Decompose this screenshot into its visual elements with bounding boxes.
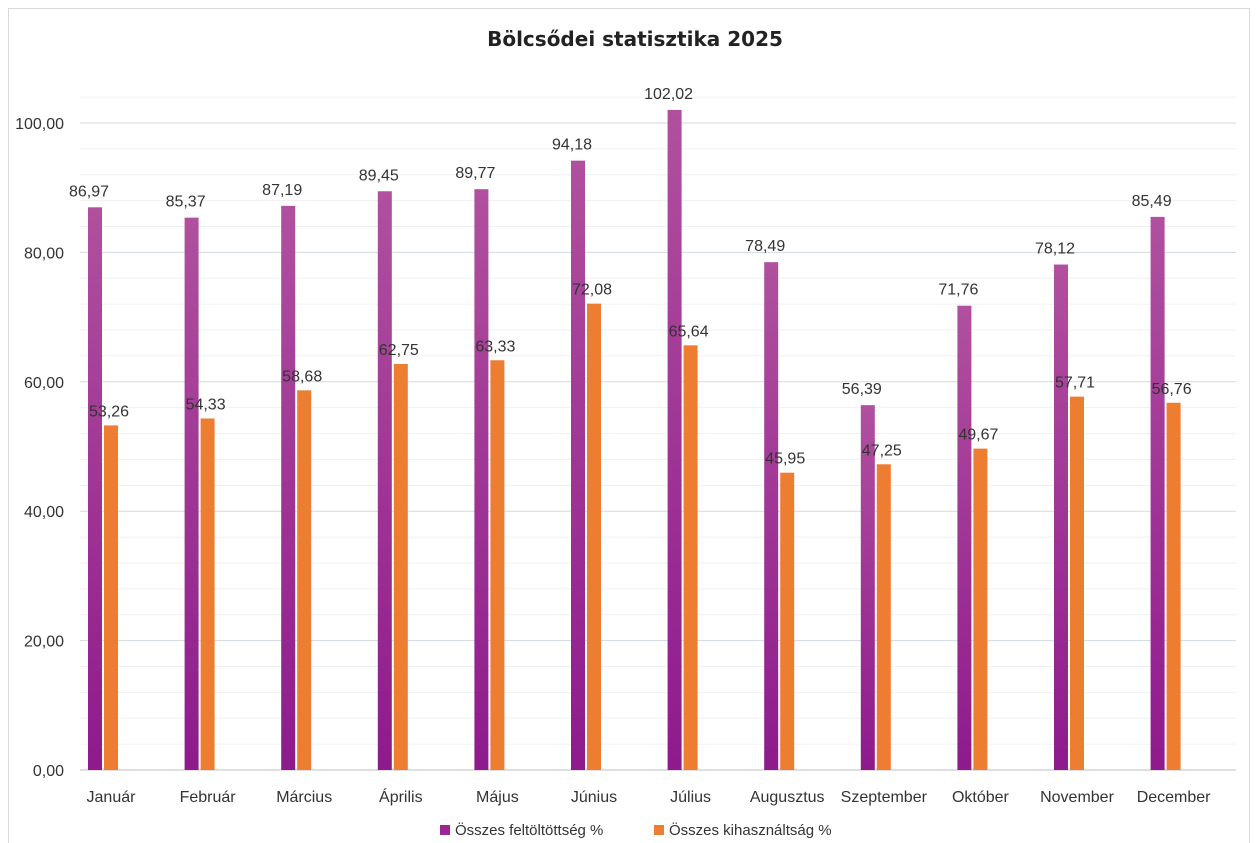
bar-feltoltottseg bbox=[377, 191, 392, 771]
bar-feltoltottseg bbox=[764, 262, 779, 770]
data-label: 78,12 bbox=[1035, 241, 1075, 258]
legend-label: Összes feltöltöttség % bbox=[455, 821, 603, 839]
data-label: 49,67 bbox=[958, 427, 998, 444]
data-label: 57,71 bbox=[1055, 375, 1095, 392]
bar-kihasznaltsag bbox=[587, 303, 601, 770]
bar-kihasznaltsag bbox=[1070, 396, 1084, 770]
y-tick-label: 0,00 bbox=[33, 763, 64, 780]
data-label: 85,49 bbox=[1132, 193, 1172, 210]
data-label: 54,33 bbox=[186, 396, 226, 413]
legend-item: Összes feltöltöttség % bbox=[440, 821, 603, 839]
bars-layer bbox=[88, 109, 1181, 771]
x-category-label: Június bbox=[571, 789, 617, 806]
data-label: 86,97 bbox=[69, 183, 109, 200]
bar-kihasznaltsag bbox=[104, 425, 118, 770]
data-label: 47,25 bbox=[862, 442, 902, 459]
y-tick-label: 40,00 bbox=[24, 504, 64, 521]
data-label: 45,95 bbox=[765, 451, 805, 468]
bar-kihasznaltsag bbox=[1166, 402, 1181, 770]
legend-swatch bbox=[654, 825, 664, 835]
data-label: 87,19 bbox=[262, 182, 302, 199]
y-tick-label: 80,00 bbox=[24, 245, 64, 262]
x-category-label: Február bbox=[180, 789, 237, 806]
y-tick-label: 20,00 bbox=[24, 634, 64, 651]
data-label: 71,76 bbox=[938, 282, 978, 299]
x-category-label: Október bbox=[952, 789, 1010, 806]
bar-feltoltottseg bbox=[474, 189, 489, 770]
bar-kihasznaltsag bbox=[297, 390, 312, 770]
axis-layer: Január Február Március Április Május Június Jú… bbox=[80, 769, 1236, 806]
bar-feltoltottseg bbox=[571, 160, 585, 770]
legend-swatch bbox=[440, 825, 450, 835]
x-category-label: Április bbox=[379, 787, 423, 806]
data-label: 62,75 bbox=[379, 342, 419, 359]
y-tick-label: 100,00 bbox=[15, 116, 64, 133]
x-category-label: Május bbox=[476, 789, 519, 806]
x-category-label: December bbox=[1137, 789, 1211, 806]
data-label: 56,76 bbox=[1152, 381, 1192, 398]
data-labels-layer: 86,97 53,26 85,37 54,33 87,19 58,68 89,45 62,75… bbox=[69, 86, 1192, 468]
data-label: 63,33 bbox=[475, 338, 515, 355]
bar-feltoltottseg bbox=[860, 405, 875, 770]
data-label: 78,49 bbox=[745, 238, 785, 255]
data-label: 102,02 bbox=[644, 86, 693, 103]
legend-item: Összes kihasználtság % bbox=[654, 821, 832, 839]
data-label: 94,18 bbox=[552, 137, 592, 154]
x-category-label: Január bbox=[87, 789, 137, 806]
data-label: 85,37 bbox=[166, 194, 206, 211]
data-label: 89,45 bbox=[359, 167, 399, 184]
bar-feltoltottseg bbox=[957, 305, 972, 770]
bar-feltoltottseg bbox=[1054, 264, 1068, 770]
bar-kihasznaltsag bbox=[780, 472, 795, 770]
chart-frame bbox=[8, 8, 1250, 843]
legend: Összes feltöltöttség % Összes kihasználts… bbox=[440, 821, 832, 839]
bar-feltoltottseg bbox=[667, 109, 682, 770]
bar-kihasznaltsag bbox=[876, 464, 891, 770]
data-label: 89,77 bbox=[455, 165, 495, 182]
data-label: 53,26 bbox=[89, 403, 129, 420]
x-category-label: November bbox=[1040, 789, 1114, 806]
data-label: 58,68 bbox=[282, 368, 322, 385]
x-category-label: Augusztus bbox=[750, 789, 825, 806]
data-label: 65,64 bbox=[669, 323, 709, 340]
bar-feltoltottseg bbox=[184, 217, 199, 770]
bar-feltoltottseg bbox=[281, 205, 296, 770]
bar-kihasznaltsag bbox=[200, 418, 215, 770]
bar-feltoltottseg bbox=[88, 207, 102, 771]
bar-kihasznaltsag bbox=[393, 364, 408, 770]
bar-kihasznaltsag bbox=[973, 448, 988, 770]
x-category-label: Szeptember bbox=[841, 789, 928, 806]
legend-label: Összes kihasználtság % bbox=[669, 821, 832, 839]
chart-title: Bölcsődei statisztika 2025 bbox=[487, 27, 783, 51]
bar-kihasznaltsag bbox=[490, 360, 505, 770]
bar-kihasznaltsag bbox=[683, 345, 698, 770]
grid-layer: 0,00 20,00 40,00 60,00 80,00 100,00 bbox=[15, 96, 1236, 780]
bar-feltoltottseg bbox=[1150, 216, 1165, 770]
y-tick-label: 60,00 bbox=[24, 375, 64, 392]
x-category-label: Március bbox=[276, 789, 332, 806]
data-label: 72,08 bbox=[572, 282, 612, 299]
x-category-label: Július bbox=[670, 789, 711, 806]
data-label: 56,39 bbox=[842, 381, 882, 398]
